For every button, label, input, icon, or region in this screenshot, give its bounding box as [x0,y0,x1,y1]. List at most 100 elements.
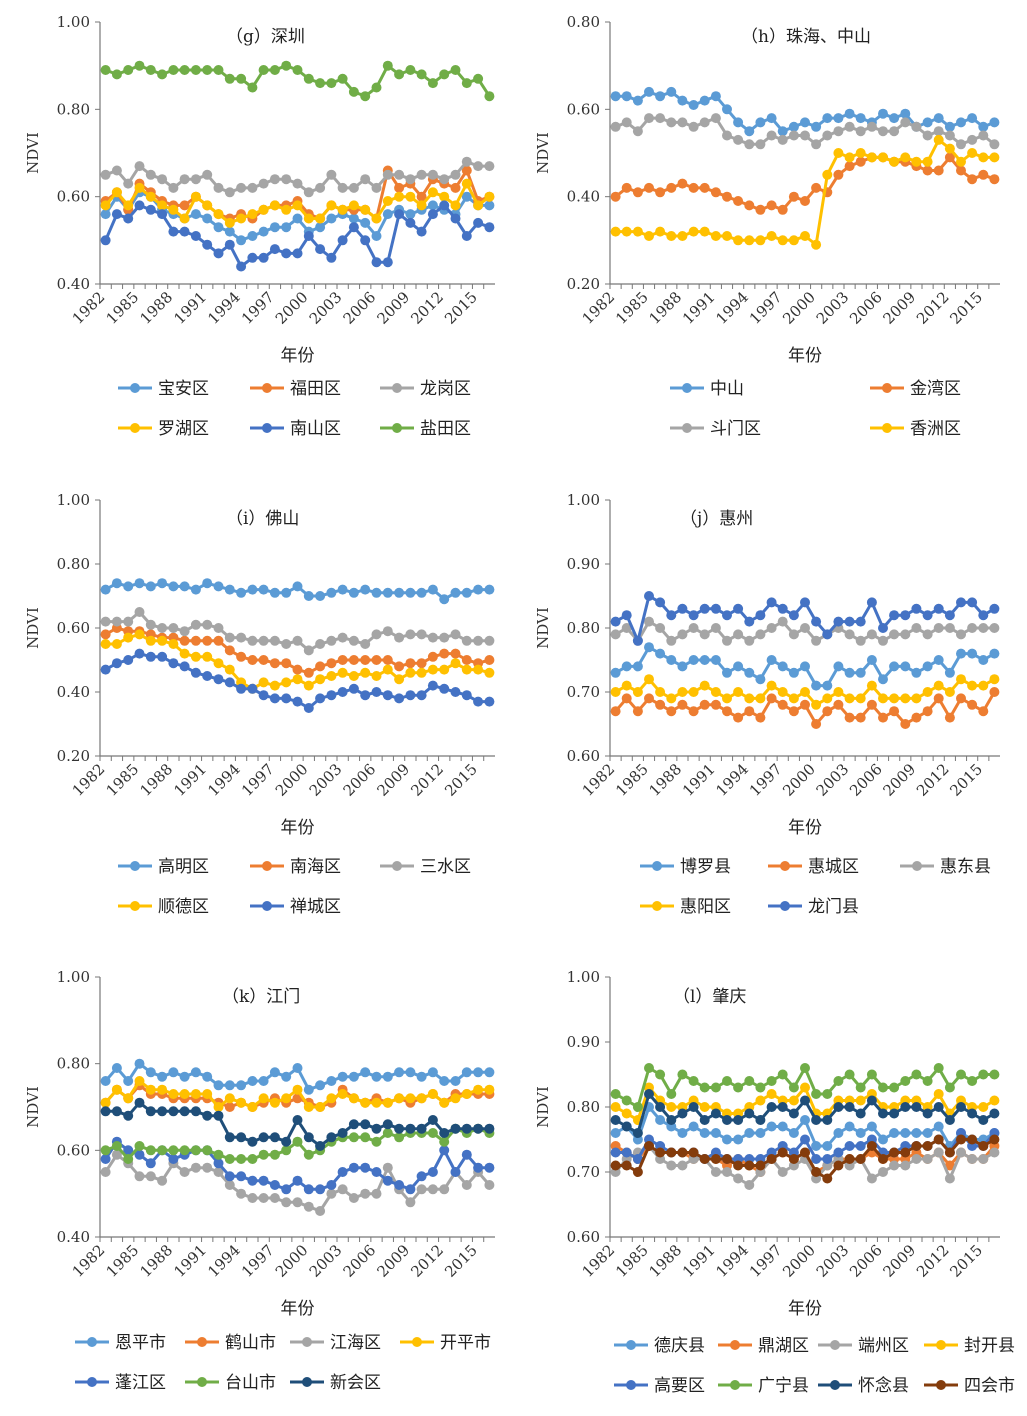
data-point [450,200,461,211]
data-point [269,174,280,185]
data-point [427,680,438,691]
legend-label: 博罗县 [680,857,731,877]
x-tick-label: 2000 [779,760,819,800]
data-point [123,178,134,189]
data-point [733,661,744,672]
data-point [315,1184,326,1195]
data-point [755,204,766,215]
data-point [610,1160,621,1171]
data-point [933,680,944,691]
data-point [461,191,472,202]
data-point [224,664,235,675]
data-point [644,616,654,627]
data-point [382,209,393,220]
data-point [382,664,393,675]
data-point [315,1102,326,1112]
data-point [371,587,382,598]
y-tick-label: 0.90 [567,1033,600,1051]
data-point [213,65,224,75]
data-point [833,148,844,158]
data-point [889,1082,900,1093]
data-point [100,1097,111,1108]
y-tick-label: 0.90 [567,555,600,573]
data-point [213,658,224,669]
x-tick-label: 2009 [373,1241,413,1281]
y-tick-label: 0.40 [57,275,90,293]
data-point [755,693,766,704]
legend-label: 开平市 [440,1333,491,1353]
data-point [145,169,156,180]
legend-label: 怀念县 [858,1375,909,1396]
legend-swatch-marker [130,423,140,433]
y-axis-title: NDVI [24,607,42,649]
data-point [427,187,438,198]
data-point [303,1102,314,1112]
data-point [855,113,866,124]
legend-swatch-marker [780,901,790,911]
data-point [111,1084,122,1095]
data-point [766,1154,777,1164]
data-point [722,191,732,202]
data-point [644,642,654,653]
data-point [303,1132,314,1143]
x-tick-label: 2006 [846,288,886,328]
data-point [989,152,1000,163]
data-point [303,1084,314,1095]
data-point [788,1108,799,1119]
data-point [666,610,677,621]
data-point [281,1136,292,1147]
data-point [213,248,224,259]
legend-swatch-marker [302,1337,312,1347]
legend-swatch-marker [262,423,272,433]
data-point [461,664,472,675]
data-point [224,1171,235,1182]
legend-label: 宝安区 [158,379,209,399]
data-point [269,680,280,691]
data-point [134,648,145,659]
data-point [371,629,382,640]
data-point [315,244,326,255]
data-point [360,639,371,649]
data-point [922,1076,933,1086]
data-point [427,664,438,675]
data-point [699,182,710,193]
data-point [360,1119,371,1130]
data-point [777,126,788,137]
legend-label: 盐田区 [420,419,471,439]
data-point [326,169,337,180]
data-point [427,200,438,211]
data-point [710,699,721,710]
data-point [100,200,111,211]
data-point [699,226,710,237]
series-高明区 [100,578,495,605]
data-point [247,1076,258,1086]
data-point [866,152,877,163]
data-point [224,1180,235,1190]
data-point [236,651,247,662]
data-point [989,1134,1000,1145]
data-point [236,213,247,224]
data-point [450,587,461,598]
data-point [744,706,755,717]
data-point [179,1071,190,1082]
y-tick-label: 0.40 [567,188,600,206]
data-point [461,587,472,598]
data-point [655,1115,666,1125]
data-point [978,706,989,717]
data-point [315,213,326,224]
data-point [967,680,978,691]
data-point [967,1076,978,1086]
x-tick-label: 2009 [880,288,920,328]
series-新会区 [100,1097,495,1151]
data-point [755,1115,766,1125]
data-point [394,674,405,685]
data-point [360,690,371,701]
data-point [484,191,495,202]
data-point [855,1095,866,1106]
data-point [439,632,450,643]
x-tick-label: 1997 [238,288,278,328]
data-point [213,674,224,685]
data-point [292,674,303,685]
